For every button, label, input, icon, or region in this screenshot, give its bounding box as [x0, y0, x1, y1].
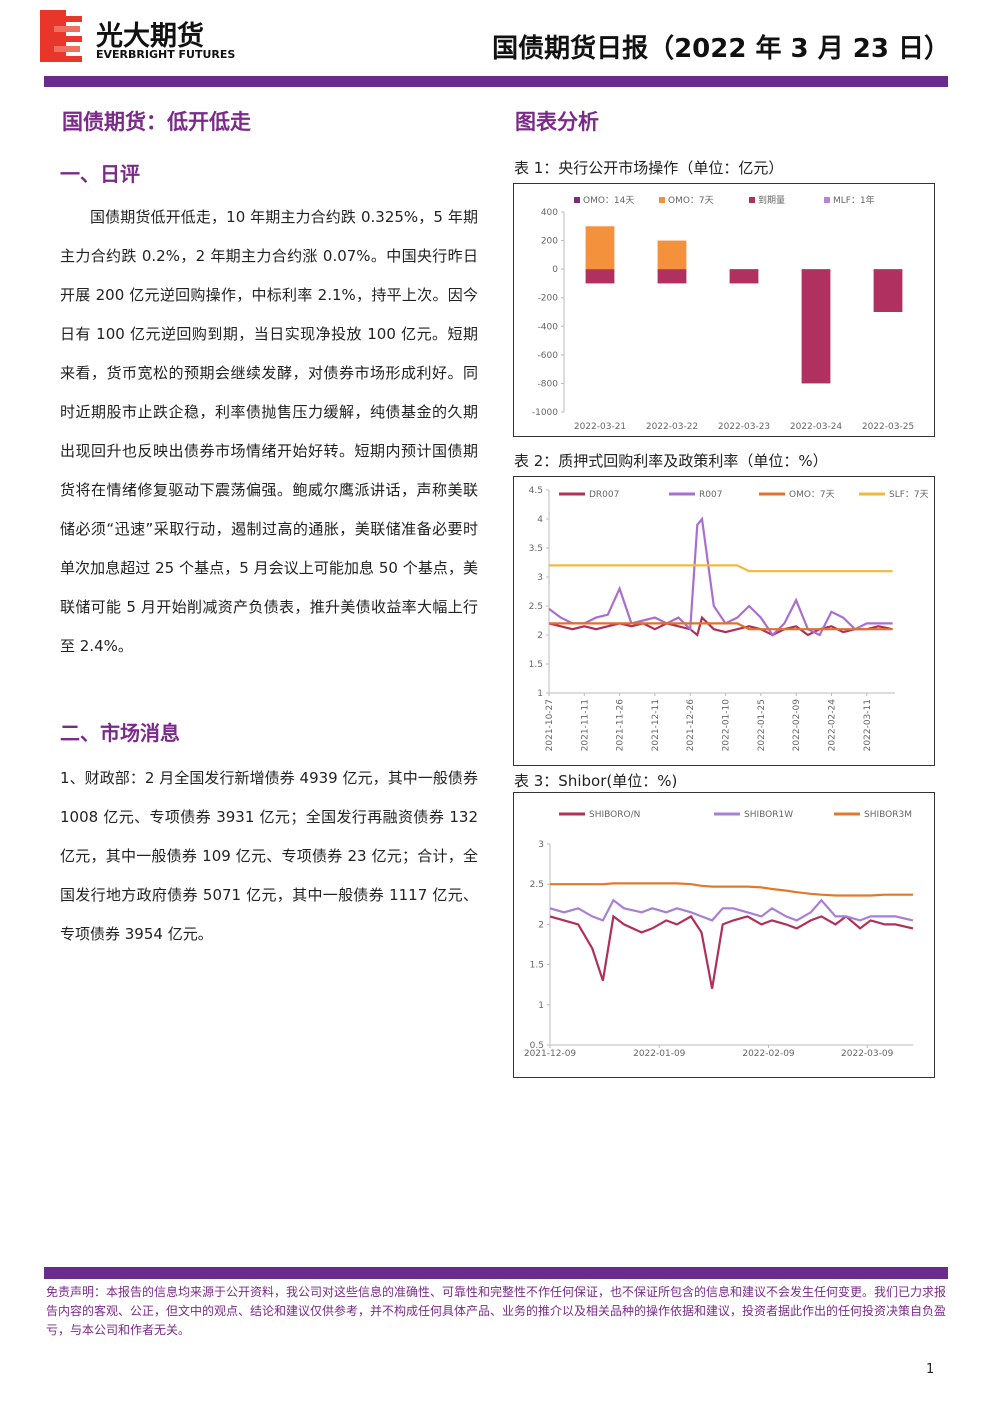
x-tick-label: 2022-03-22: [646, 422, 698, 432]
y-tick-label: 2.5: [529, 602, 543, 612]
chart: 1 1.5 2 2.5 3 3.5 4 4.5 2021-10-27 2021-11-11 2021…: [513, 476, 935, 766]
y-tick-label: 1: [537, 689, 543, 699]
legend-swatch: [824, 197, 830, 203]
line-series: [549, 898, 914, 922]
legend-label: SHIBORO/N: [589, 810, 640, 820]
chart-title: 表 2：质押式回购利率及政策利率（单位：%）: [514, 452, 828, 470]
report-title: 国债期货日报（2022 年 3 月 23 日）: [492, 34, 950, 64]
legend-label: DR007: [589, 490, 619, 500]
legend-label: OMO：7天: [668, 196, 714, 206]
y-tick-label: 2: [538, 920, 544, 930]
line-series: [549, 622, 893, 631]
legend-label: OMO：14天: [583, 196, 634, 206]
legend-label: SHIBOR3M: [864, 810, 912, 820]
x-tick-label: 2021-11-11: [580, 699, 590, 751]
chart: 0.5 1 1.5 2 2.5 3 2021-12-09 2022-01-09 2022-02-…: [513, 792, 935, 1078]
company: 光大期货: [96, 21, 204, 52]
y-tick-label: 4: [537, 515, 543, 525]
x-tick-label: 2021-11-26: [616, 699, 626, 752]
bar: [873, 269, 903, 312]
paragraph: 国债期货低开低走，10 年期主力合约跌 0.325%，5 年期主力合约跌 0.2…: [60, 208, 478, 655]
x-tick-label: 2022-02-24: [827, 699, 837, 752]
y-tick-label: 1.5: [530, 961, 544, 971]
y-tick-label: 0.5: [530, 1041, 544, 1051]
legend-label: 到期量: [758, 194, 785, 206]
x-tick-label: 2021-12-26: [686, 699, 696, 752]
bar: [657, 269, 687, 284]
y-tick-label: 1.5: [529, 660, 543, 670]
legend-swatch: [749, 197, 755, 203]
y-tick-label: -200: [538, 294, 559, 304]
y-tick-label: -800: [538, 379, 559, 389]
y-tick-label: 2: [537, 631, 543, 641]
x-tick-label: 2022-01-25: [757, 699, 767, 751]
x-tick-label: 2022-03-25: [862, 422, 914, 432]
page-number: 1: [926, 1362, 935, 1377]
headline: 国债期货：低开低走: [62, 110, 251, 134]
legend-swatch: [659, 197, 665, 203]
y-tick-label: 200: [541, 237, 558, 247]
y-tick-label: 4.5: [529, 486, 543, 496]
legend-label: SHIBOR1W: [744, 810, 793, 820]
x-tick-label: 2021-12-09: [524, 1049, 577, 1059]
disclaimer: 免责声明：本报告的信息均来源于公开资料，我公司对这些信息的准确性、可靠性和完整性…: [46, 1285, 947, 1337]
legend-label: R007: [699, 490, 722, 500]
x-tick-label: 2022-03-21: [574, 422, 626, 432]
chart-title: 表 1：央行公开市场操作（单位：亿元）: [514, 159, 784, 177]
y-tick-label: -1000: [532, 408, 558, 418]
bar: [585, 269, 615, 284]
charts-heading: 图表分析: [515, 110, 599, 134]
bar: [729, 269, 759, 284]
x-tick-label: 2022-01-09: [633, 1049, 686, 1059]
x-tick-label: 2022-03-11: [863, 699, 873, 751]
y-tick-label: 2.5: [530, 880, 544, 890]
section-heading: 二、市场消息: [60, 721, 180, 745]
line-series: [549, 564, 893, 573]
y-tick-label: 400: [541, 208, 558, 218]
header-bar: [44, 76, 948, 87]
legend-label: MLF：1年: [833, 194, 875, 206]
line-series: [548, 516, 893, 637]
y-tick-label: 0: [552, 265, 558, 275]
footer-bar: [44, 1267, 948, 1279]
line-series: [550, 882, 913, 897]
chart-title: 表 3：Shibor(单位：%): [514, 772, 678, 790]
x-tick-label: 2021-10-27: [545, 699, 555, 751]
logo: [40, 10, 82, 62]
y-tick-label: 3: [537, 573, 543, 583]
y-tick-label: 3: [538, 840, 544, 850]
legend-swatch: [574, 197, 580, 203]
line-series: [548, 615, 893, 637]
y-tick-label: 1: [538, 1001, 544, 1011]
x-tick-label: 2022-03-23: [718, 422, 770, 432]
x-tick-label: 2022-03-09: [841, 1049, 894, 1059]
x-tick-label: 2022-03-24: [790, 422, 843, 432]
y-tick-label: -400: [538, 322, 559, 332]
x-tick-label: 2022-01-10: [722, 699, 732, 752]
section-heading: 一、日评: [60, 162, 140, 186]
y-tick-label: 3.5: [529, 544, 543, 554]
x-tick-label: 2022-02-09: [792, 699, 802, 752]
paragraph: 1、财政部：2 月全国发行新增债券 4939 亿元，其中一般债券 1008 亿元…: [60, 769, 478, 943]
bar: [801, 269, 831, 384]
bar: [657, 240, 687, 270]
x-tick-label: 2022-02-09: [742, 1049, 795, 1059]
y-tick-label: -600: [538, 351, 559, 361]
x-tick-label: 2021-12-11: [651, 699, 661, 751]
bar: [585, 226, 615, 270]
legend-label: OMO：7天: [789, 490, 835, 500]
company-en: EVERBRIGHT FUTURES: [96, 48, 236, 61]
line-series: [549, 914, 914, 989]
chart: -1000 -800 -600 -400 -200 0 200 400 OMO：14天 OMO：7…: [513, 183, 935, 437]
legend-label: SLF：7天: [889, 490, 929, 500]
